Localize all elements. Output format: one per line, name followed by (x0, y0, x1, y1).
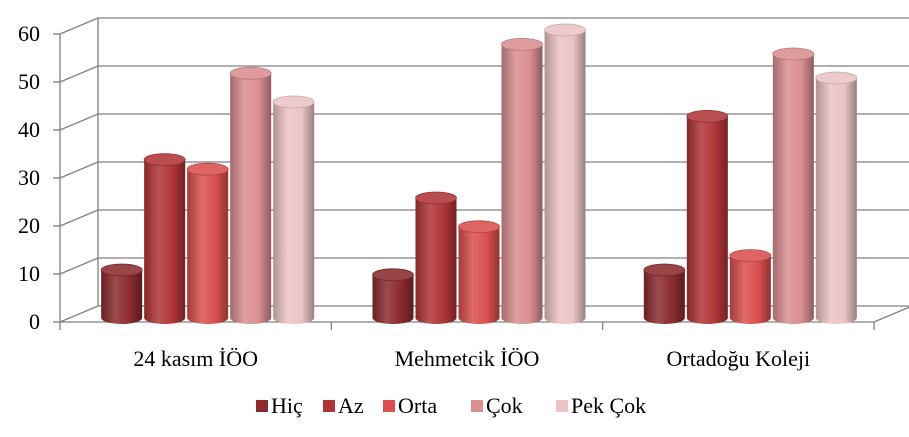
bar (272, 95, 315, 324)
bar-body (230, 73, 272, 324)
legend-item: Pek Çok (556, 393, 646, 418)
legend-label: Hiç (271, 393, 303, 418)
legend-swatch (471, 400, 483, 412)
bar-body (643, 270, 685, 324)
y-tick-label: 10 (18, 261, 40, 286)
legend-swatch (256, 400, 268, 412)
legend-swatch (383, 400, 395, 412)
y-tick-label: 20 (18, 213, 40, 238)
bar-top (272, 95, 315, 109)
x-axis: 24 kasım İÖO Mehmetcik İÖO Ortadoğu Koleji (59, 322, 875, 371)
bar-top (143, 153, 186, 167)
gridline (59, 65, 909, 83)
x-tick-label: Ortadoğu Koleji (667, 346, 811, 371)
bar (729, 249, 772, 324)
gridline (59, 257, 909, 275)
bar-top (458, 220, 500, 234)
bar-body (144, 159, 186, 324)
gridline (59, 113, 909, 131)
bar (815, 71, 858, 324)
bar (544, 23, 586, 324)
y-tick-label: 30 (18, 165, 40, 190)
bar (372, 268, 414, 324)
bar (143, 153, 186, 324)
legend-item: Hiç (256, 393, 303, 418)
legend-label: Az (338, 393, 364, 418)
bar-top (372, 268, 414, 282)
bar-top (686, 110, 729, 123)
bar-top (544, 23, 586, 37)
bar-body (101, 270, 143, 324)
bar-body (458, 226, 500, 324)
bar (229, 66, 272, 324)
bar (772, 47, 815, 324)
bar-top (415, 191, 457, 205)
bar (501, 38, 543, 325)
bar (643, 263, 686, 324)
bar-top (815, 71, 858, 85)
bar (415, 191, 457, 324)
legend-label: Çok (486, 393, 523, 418)
x-tick-label: Mehmetcik İÖO (395, 346, 540, 371)
bar-body (415, 198, 457, 324)
gridline (59, 161, 909, 179)
gridline (59, 17, 909, 35)
legend-item: Orta (383, 393, 437, 418)
gridline (59, 209, 909, 227)
y-tick-label: 0 (29, 309, 40, 334)
bar-top (100, 263, 143, 277)
bar-body (187, 169, 229, 324)
y-tick-label: 60 (18, 21, 40, 46)
bar-top (772, 47, 815, 61)
bar (186, 162, 229, 324)
bar-body (273, 102, 315, 324)
legend-item: Az (323, 393, 364, 418)
legend: Hiç Az Orta Çok Pek Çok (256, 393, 646, 418)
x-tick-label: 24 kasım İÖO (133, 346, 258, 371)
gridlines (59, 17, 909, 323)
legend-label: Pek Çok (571, 393, 646, 418)
bar (100, 263, 143, 324)
bar (458, 220, 500, 324)
legend-swatch (556, 400, 568, 412)
bar-body (772, 54, 814, 324)
bar-top (643, 263, 686, 277)
bar-top (501, 38, 543, 51)
bar-body (686, 116, 728, 325)
bar-body (501, 44, 543, 325)
bar-body (815, 78, 857, 324)
bar-top (729, 249, 772, 263)
bar-body (729, 255, 771, 324)
bar-body (544, 30, 586, 324)
bars (100, 23, 858, 325)
bar-top (186, 162, 229, 176)
bar-top (229, 66, 272, 80)
legend-item: Çok (471, 393, 523, 418)
y-axis: 0 10 20 30 40 50 60 (18, 21, 61, 334)
legend-label: Orta (398, 393, 437, 418)
y-tick-label: 40 (18, 117, 40, 142)
legend-swatch (323, 400, 335, 412)
y-tick-label: 50 (18, 69, 40, 94)
bar-body (372, 274, 414, 324)
bar (686, 110, 729, 325)
